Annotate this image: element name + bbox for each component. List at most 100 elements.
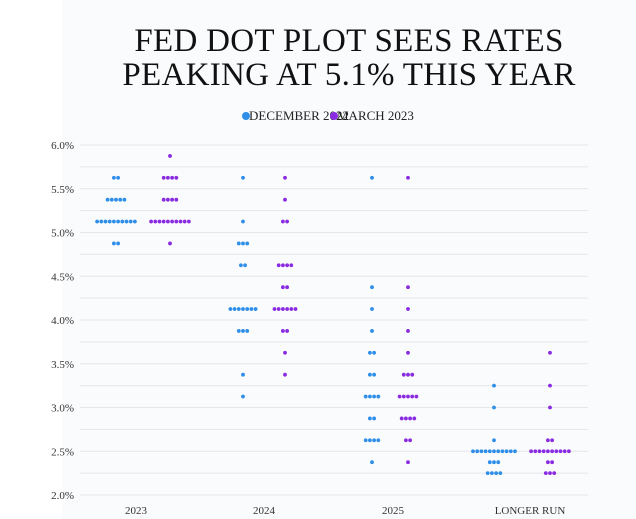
- dot-december-2022-longer-run: [492, 438, 496, 443]
- dot-march-2023-2024: [272, 307, 277, 311]
- dot-december-2022-2024: [241, 372, 245, 377]
- dot-december-2022-2024: [245, 307, 250, 311]
- dot-december-2022-2025: [368, 416, 372, 421]
- legend-label-december-2022: DECEMBER 2022: [249, 108, 350, 123]
- dot-march-2023-2025: [404, 416, 408, 421]
- y-axis: 2.0% 2.5% 3.0% 3.5% 4.0% 4.5% 5.0% 5.5% 6.0%: [51, 140, 74, 502]
- dot-december-2022-2025: [370, 329, 374, 333]
- dot-march-2023-2023: [174, 219, 179, 224]
- x-tick-label-2024: 2024: [253, 505, 276, 517]
- dot-march-2023-2025: [406, 350, 410, 355]
- dot-december-2022-2025: [363, 438, 368, 443]
- dot-december-2022-longer-run: [504, 449, 509, 454]
- dot-december-2022-2024: [241, 329, 245, 333]
- dot-december-2022-2023: [124, 219, 129, 224]
- dot-december-2022-2025: [368, 438, 372, 443]
- dot-december-2022-longer-run: [487, 460, 492, 465]
- y-tick-label: 3.0%: [51, 403, 74, 415]
- dot-december-2022-longer-run: [492, 449, 496, 454]
- dot-december-2022-longer-run: [490, 471, 494, 476]
- dot-december-2022-longer-run: [513, 449, 517, 454]
- y-tick-label: 5.0%: [51, 228, 74, 240]
- dot-march-2023-2024: [281, 307, 285, 311]
- chart-title: FED DOT PLOT SEES RATES PEAKING AT 5.1% …: [62, 24, 636, 92]
- dot-march-2023-longer-run: [546, 438, 550, 443]
- dot-march-2023-2023: [187, 219, 191, 224]
- dot-december-2022-2023: [116, 219, 120, 224]
- dot-march-2023-2023: [157, 219, 162, 224]
- dot-march-2023-2023: [161, 219, 166, 224]
- dot-march-2023-2023: [161, 197, 166, 202]
- dot-march-2023-longer-run: [537, 449, 542, 454]
- dot-december-2022-longer-run: [483, 449, 488, 454]
- dot-december-2022-longer-run: [471, 449, 475, 454]
- dot-december-2022-2023: [133, 219, 137, 224]
- dot-december-2022-2024: [241, 219, 245, 224]
- dot-march-2023-2024: [293, 307, 298, 311]
- dot-march-2023-2024: [285, 285, 289, 290]
- dot-march-2023-longer-run: [548, 383, 552, 388]
- dot-december-2022-2024: [228, 307, 233, 311]
- dot-december-2022-2025: [376, 394, 381, 399]
- dot-march-2023-longer-run: [548, 405, 552, 410]
- dot-december-2022-2025: [368, 372, 372, 377]
- dot-december-2022-2023: [112, 175, 116, 180]
- dot-december-2022-2023: [114, 197, 118, 202]
- dot-march-2023-2023: [170, 197, 175, 202]
- dot-december-2022-longer-run: [498, 471, 503, 476]
- dot-march-2023-2025: [410, 372, 415, 377]
- dot-march-2023-2024: [281, 263, 285, 268]
- dot-december-2022-2025: [370, 175, 374, 180]
- dot-december-2022-2023: [118, 197, 123, 202]
- dot-march-2023-longer-run: [550, 438, 554, 443]
- dot-december-2022-2025: [376, 438, 381, 443]
- dot-march-2023-2024: [285, 307, 289, 311]
- dot-december-2022-longer-run: [500, 449, 505, 454]
- dot-december-2022-longer-run: [485, 471, 490, 476]
- dot-december-2022-2024: [241, 394, 245, 399]
- dot-march-2023-2023: [182, 219, 187, 224]
- dot-march-2023-2023: [153, 219, 158, 224]
- dot-march-2023-2024: [281, 329, 285, 333]
- x-tick-label-2025: 2025: [382, 505, 405, 517]
- dot-december-2022-2025: [368, 394, 372, 399]
- dot-december-2022-2024: [241, 307, 245, 311]
- dot-december-2022-2023: [95, 219, 99, 224]
- dot-march-2023-2024: [283, 175, 287, 180]
- dot-march-2023-2023: [174, 197, 179, 202]
- dot-march-2023-2024: [289, 307, 294, 311]
- dot-march-2023-2025: [406, 372, 410, 377]
- dot-december-2022-2023: [122, 197, 127, 202]
- dot-march-2023-longer-run: [554, 449, 559, 454]
- dot-march-2023-2024: [285, 329, 289, 333]
- dot-december-2022-2024: [239, 263, 243, 268]
- y-tick-label: 4.5%: [51, 271, 74, 283]
- dot-march-2023-2024: [276, 263, 281, 268]
- dot-december-2022-2025: [372, 416, 376, 421]
- dot-march-2023-2024: [276, 307, 281, 311]
- dot-march-2023-2024: [281, 285, 285, 290]
- dot-december-2022-2025: [368, 350, 372, 355]
- dot-december-2022-2025: [370, 285, 374, 290]
- dot-december-2022-2023: [99, 219, 104, 224]
- dot-march-2023-2023: [170, 219, 175, 224]
- dot-december-2022-2023: [109, 197, 114, 202]
- dot-december-2022-2025: [372, 372, 376, 377]
- dot-december-2022-2024: [236, 329, 241, 333]
- chart-background: [62, 0, 636, 519]
- dot-december-2022-longer-run: [487, 449, 492, 454]
- dot-december-2022-2023: [116, 241, 120, 246]
- dot-march-2023-longer-run: [562, 449, 567, 454]
- dot-december-2022-2024: [253, 307, 258, 311]
- dot-december-2022-longer-run: [494, 471, 498, 476]
- dot-march-2023-longer-run: [543, 471, 548, 476]
- dot-march-2023-2023: [166, 175, 170, 180]
- dot-december-2022-longer-run: [492, 405, 496, 410]
- dot-december-2022-2023: [112, 219, 116, 224]
- dot-december-2022-longer-run: [496, 460, 501, 465]
- dot-december-2022-2024: [232, 307, 237, 311]
- dot-december-2022-2024: [249, 307, 254, 311]
- dot-december-2022-2023: [120, 219, 125, 224]
- legend-marker-march-2023: [330, 112, 338, 120]
